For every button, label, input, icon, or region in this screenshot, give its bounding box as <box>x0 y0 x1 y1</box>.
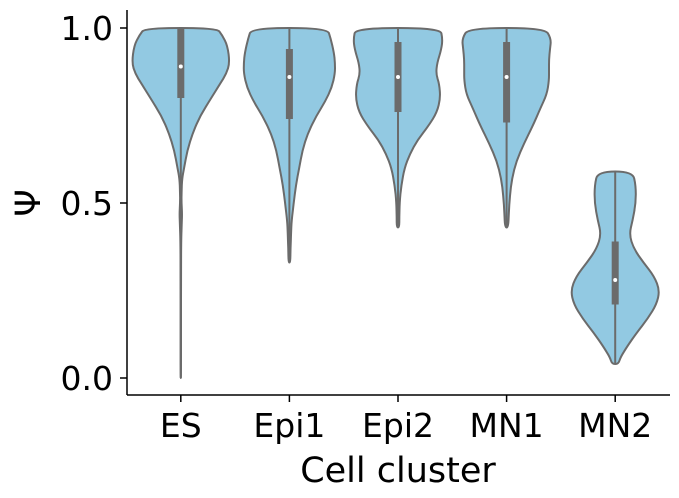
x-tick-label: Epi1 <box>253 406 325 445</box>
violin-iqr-box <box>503 42 511 123</box>
y-tick-label: 1.0 <box>61 9 113 48</box>
y-tick-label: 0.0 <box>61 359 113 398</box>
violin-iqr-box <box>177 28 185 98</box>
y-ticks: 0.0 0.5 1.0 <box>61 9 127 398</box>
x-tick-label: ES <box>160 406 202 445</box>
violin-median-point <box>178 64 183 69</box>
violin-median-point <box>504 75 509 79</box>
y-tick-label: 0.5 <box>61 184 113 223</box>
x-axis-title: Cell cluster <box>300 451 496 491</box>
violin-median-point <box>396 75 400 79</box>
violin-median-point <box>287 75 292 79</box>
x-ticks: ES Epi1 Epi2 MN1 MN2 <box>160 395 652 445</box>
y-axis-title: Ψ <box>9 189 49 217</box>
violin-median-point <box>613 278 618 282</box>
x-tick-label: MN2 <box>578 406 652 445</box>
x-tick-label: Epi2 <box>362 406 434 445</box>
violin-iqr-box <box>285 49 293 119</box>
violin-iqr-box <box>611 241 619 305</box>
x-tick-label: MN1 <box>470 406 544 445</box>
violins-layer <box>131 27 660 379</box>
